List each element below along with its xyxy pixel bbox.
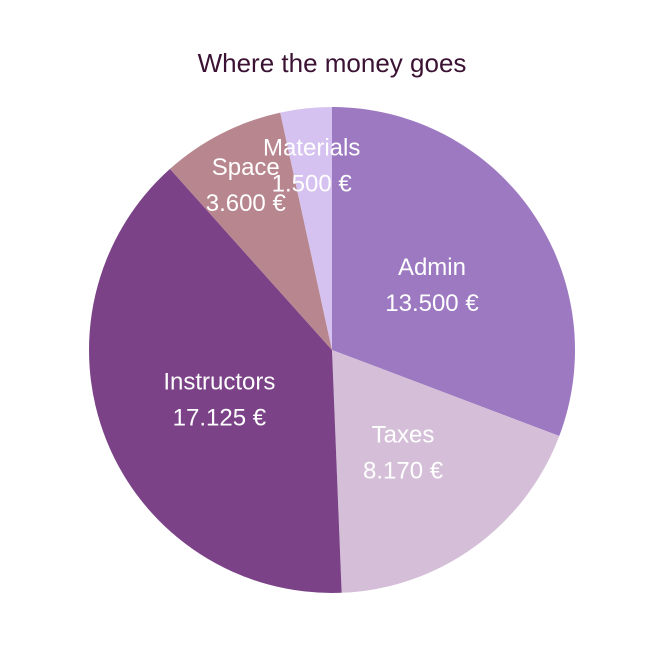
pie-slice-space	[169, 112, 332, 351]
slice-label-taxes: Taxes	[372, 422, 435, 449]
slice-value-taxes: 8.170 €	[363, 458, 444, 485]
pie-slices	[88, 107, 575, 594]
slice-label-admin: Admin	[398, 254, 466, 281]
pie-slice-taxes	[332, 350, 560, 593]
slice-value-materials: 1.500 €	[272, 171, 353, 198]
slice-value-space: 3.600 €	[206, 190, 287, 217]
pie-slice-admin	[332, 107, 575, 436]
slice-value-instructors: 17.125 €	[173, 405, 267, 432]
slice-label-space: Space	[212, 154, 280, 181]
slice-value-admin: 13.500 €	[385, 290, 479, 317]
slice-label-instructors: Instructors	[163, 369, 275, 396]
chart-title: Where the money goes	[198, 48, 467, 78]
pie-slice-instructors	[88, 168, 342, 594]
pie-slice-materials	[280, 107, 332, 350]
slice-label-materials: Materials	[263, 135, 360, 162]
slice-labels: Admin 13.500 € Taxes 8.170 € Instructors 17.1…	[163, 135, 479, 485]
